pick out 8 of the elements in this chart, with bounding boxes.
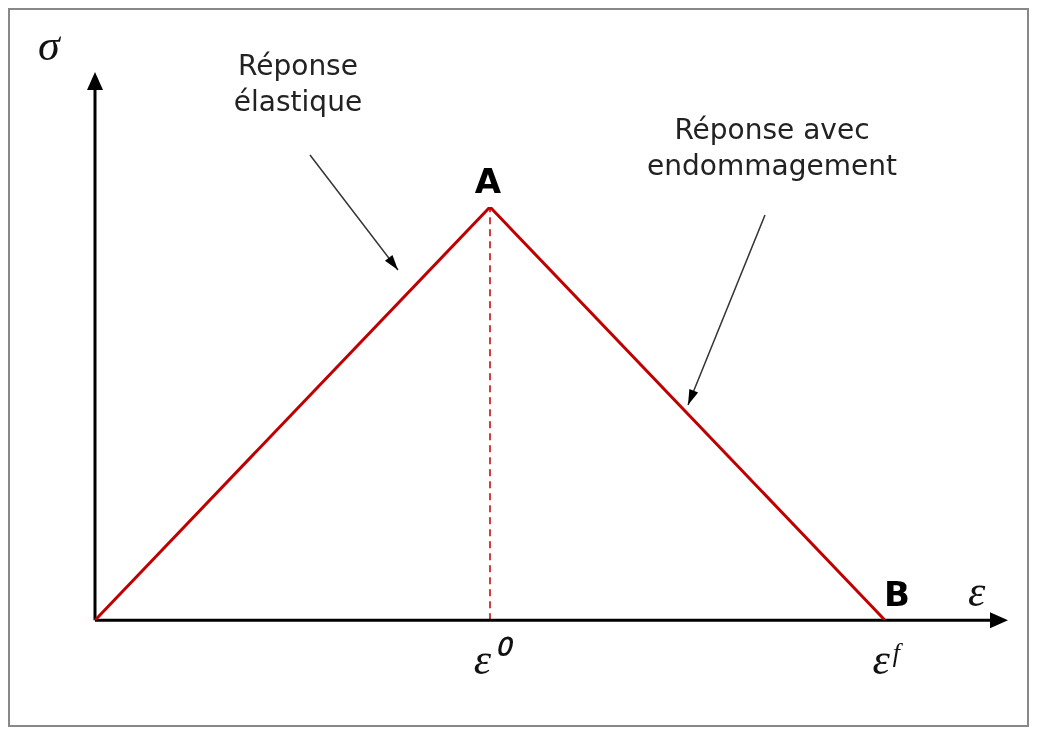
y-axis-title: σ	[38, 20, 60, 71]
annotation: A	[474, 160, 502, 201]
annotation: B	[884, 574, 910, 615]
text: Réponse avec endommagement	[646, 112, 898, 184]
x-tick-label: εᶠ	[872, 635, 904, 685]
x-tick-label: ε⁰	[473, 635, 515, 685]
text: Réponse élastique	[232, 48, 364, 120]
x-axis-title: ε	[968, 566, 986, 617]
